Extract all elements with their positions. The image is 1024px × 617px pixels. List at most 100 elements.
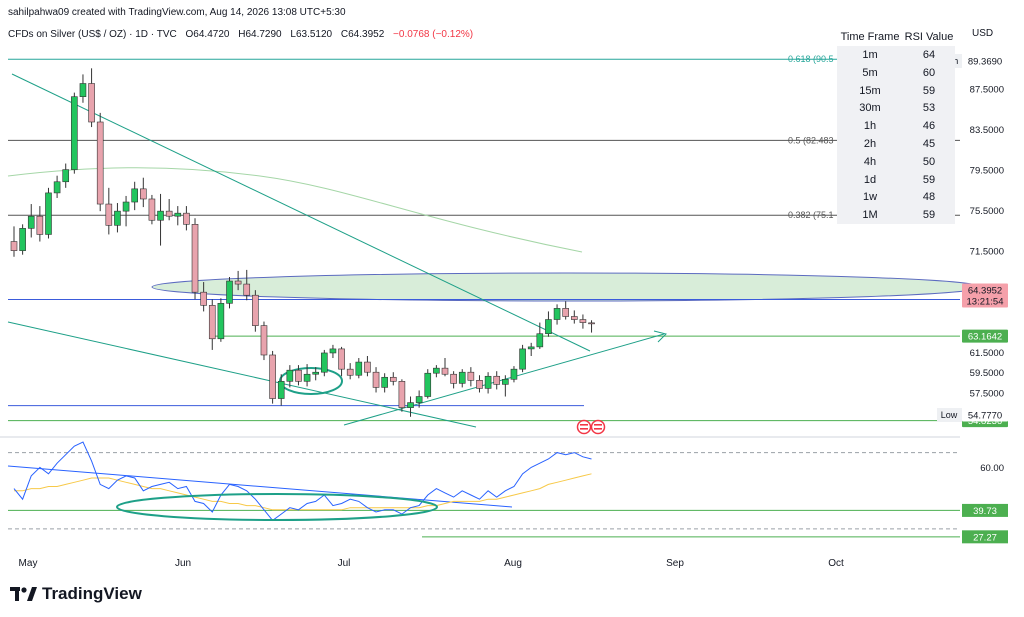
price-axis-tick: 57.5000 (970, 388, 1004, 399)
double-bottom-ellipse (279, 367, 343, 395)
rsi-table-row: 1d 59 (837, 170, 955, 189)
candle-body (243, 283, 251, 296)
candle-body (527, 346, 535, 350)
us-flag-event-icon-stripe (580, 424, 588, 426)
rsi-panel: 60.00 39.73 27.27 (7, 441, 1008, 544)
candle-body (140, 188, 147, 200)
rsi-value: 59 (922, 173, 936, 186)
rsi-value: 59 (922, 84, 936, 97)
candle-body (114, 210, 121, 226)
rsi-table-header-timeframe: Time Frame (840, 31, 900, 43)
candle-body (433, 367, 440, 374)
rsi-timeframe: 5m (862, 66, 878, 79)
time-axis-label: Sep (666, 558, 684, 569)
price-axis-tick: 87.5000 (970, 85, 1004, 96)
rsi-table-row: 4h 50 (837, 152, 955, 171)
candle-body (493, 375, 501, 385)
candle-body (338, 348, 345, 370)
rsi-timeframe: 4h (863, 155, 877, 168)
rsi-timeframe: 2h (863, 137, 877, 150)
chart-credit: sahilpahwa09 created with TradingView.co… (8, 7, 346, 18)
time-axis-label: May (19, 558, 38, 569)
candle-body (545, 319, 552, 335)
tradingview-logo[interactable]: TradingView (10, 584, 142, 604)
time-axis-label: Jul (338, 558, 351, 569)
candle-body (346, 368, 354, 376)
brand-name: TradingView (42, 584, 142, 603)
candle-body (450, 373, 457, 384)
candle-body (588, 322, 595, 325)
rsi-axis-tick: 60.00 (980, 463, 1004, 474)
candle-body (62, 169, 70, 183)
candle-body (269, 354, 276, 399)
lower-trend-line (7, 321, 477, 428)
rsi-timeframe: 15m (859, 84, 881, 97)
rsi-table-row: 15m 59 (837, 81, 955, 100)
candle-body (183, 212, 190, 225)
resistance-zone-ellipse (151, 272, 983, 302)
us-flag-event-icon (590, 419, 606, 435)
candle-body (27, 215, 35, 229)
candle-body (562, 308, 569, 317)
candle-body (10, 241, 18, 251)
rsi-table-row: 2h 45 (837, 134, 955, 153)
candle-body (389, 376, 397, 382)
price-axis-tick: 59.5000 (970, 368, 1004, 379)
rsi-table-row: 1m 64 (837, 46, 955, 64)
candle-body (467, 371, 475, 381)
candle-body (208, 305, 216, 340)
time-axis: May Jun Jul Aug Sep Oct (19, 558, 844, 569)
rsi-timeframe: 1M (862, 209, 878, 222)
candle-body (88, 83, 95, 123)
open-value: O64.4720 (185, 29, 230, 40)
rsi-level-tag-box (962, 530, 1008, 544)
candle-body (226, 280, 233, 304)
change-value: −0.0768 (−0.12%) (393, 29, 474, 40)
candle-body (312, 371, 320, 375)
candle-body (286, 369, 294, 382)
close-value: C64.3952 (340, 29, 385, 40)
candle-body (458, 371, 466, 384)
candle-body (96, 121, 104, 205)
rsi-value: 50 (922, 155, 936, 168)
rsi-level-tag: 39.73 (973, 506, 997, 517)
candle-body (536, 333, 544, 348)
support-price-tag-box (962, 329, 1008, 343)
rsi-value: 64 (922, 49, 936, 61)
rsi-trend-line (7, 465, 513, 508)
candle-body (131, 188, 138, 203)
candle-body (295, 369, 302, 382)
moving-average-line (7, 167, 583, 253)
rsi-table-row: 1h 46 (837, 117, 955, 135)
candle-body (381, 376, 388, 388)
candle-body (364, 361, 371, 373)
price-axis-tick: 75.5000 (970, 206, 1004, 217)
support-price-tag-value: 63.1642 (968, 332, 1002, 343)
uptrend-arrow (653, 330, 667, 343)
candle-body (122, 201, 130, 212)
candle-body (329, 348, 337, 354)
rsi-divergence-ellipse (116, 493, 438, 521)
candle-body (165, 210, 173, 217)
rsi-table-row: 1M 59 (837, 206, 955, 224)
downtrend-line (11, 73, 591, 352)
candle-body (510, 368, 518, 380)
rsi-value: 46 (922, 120, 936, 133)
tradingview-logo-icon (10, 587, 37, 601)
currency-label[interactable]: USD (972, 28, 994, 39)
time-axis-label: Aug (504, 558, 522, 569)
candle-body (191, 224, 199, 293)
candle-body (570, 316, 578, 320)
candle-body (148, 198, 156, 221)
symbol-name[interactable]: CFDs on Silver (US$ / OZ) · 1D · TVC (8, 29, 177, 40)
fib-level-label: 0.618 (90.5 (788, 54, 834, 64)
candle-body (355, 361, 363, 376)
candle-body (45, 192, 52, 235)
fib-level-label: 0.5 (82.483 (788, 135, 834, 145)
rsi-value: 45 (922, 137, 936, 150)
symbol-ohlc-line: CFDs on Silver (US$ / OZ) · 1D · TVC O64… (8, 29, 479, 40)
candle-body (398, 381, 406, 408)
candle-body (157, 210, 164, 221)
low-label-box (937, 408, 962, 422)
